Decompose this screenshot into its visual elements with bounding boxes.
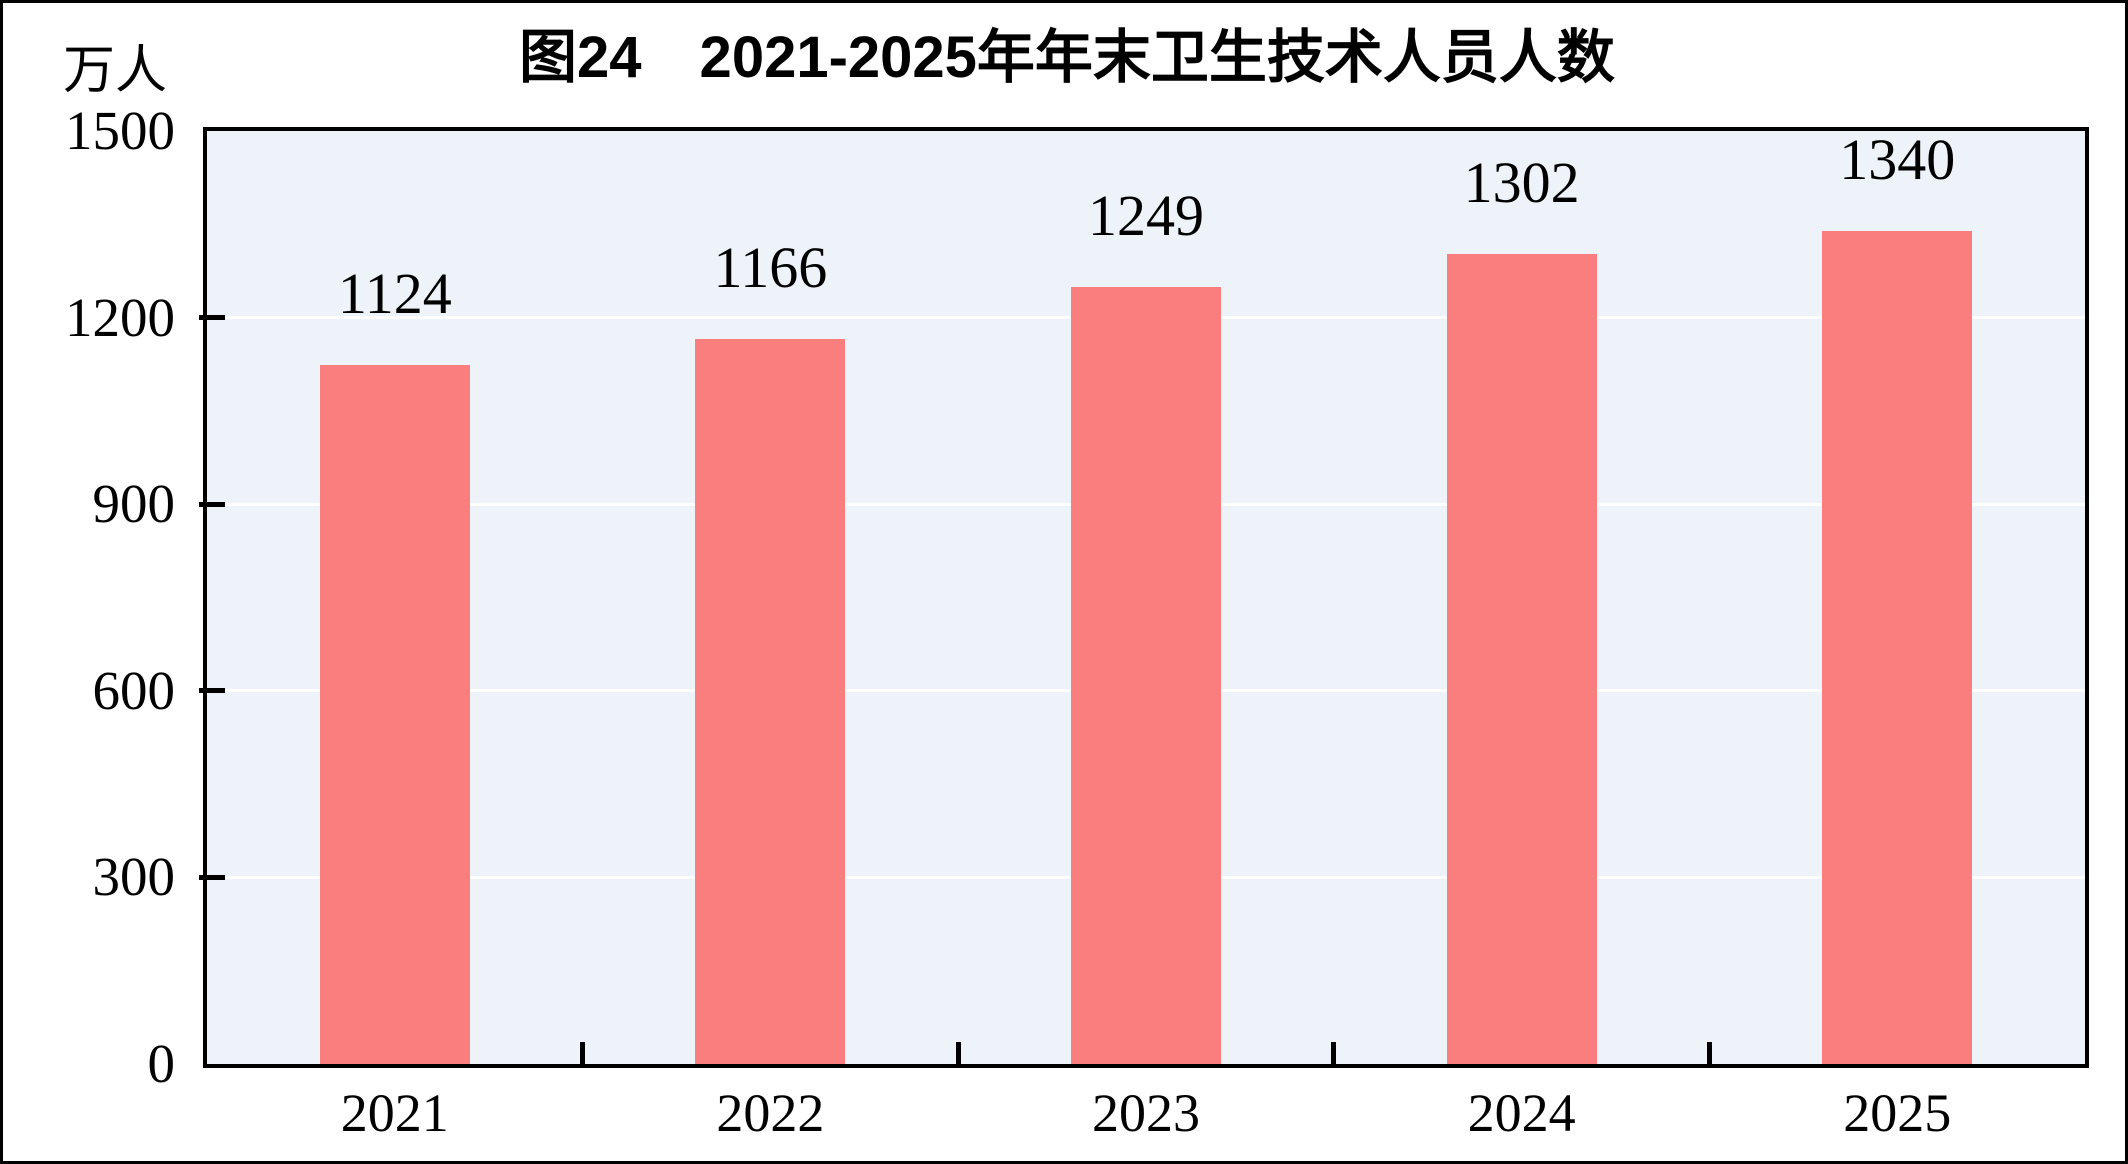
y-tick-label-1200: 1200 bbox=[65, 286, 175, 348]
bar-value-label-2021: 1124 bbox=[337, 260, 452, 326]
bar-2022 bbox=[695, 338, 846, 1064]
bar-value-label-2025: 1340 bbox=[1839, 126, 1956, 192]
y-tick-label-0: 0 bbox=[147, 1033, 176, 1094]
bar-value-label-2022: 1166 bbox=[713, 234, 828, 300]
chart-title: 图24 2021-2025年年末卫生技术人员人数 bbox=[519, 25, 1615, 90]
bar-2021 bbox=[319, 364, 470, 1064]
x-boundary-tick-4 bbox=[1706, 1042, 1712, 1064]
bar-2024 bbox=[1446, 254, 1597, 1064]
x-boundary-tick-2 bbox=[955, 1042, 961, 1064]
x-tick-label-2022: 2022 bbox=[716, 1083, 825, 1143]
x-tick-label-2023: 2023 bbox=[1092, 1083, 1200, 1143]
y-tick-label-1500: 1500 bbox=[65, 100, 175, 161]
bar-2023 bbox=[1071, 287, 1221, 1064]
y-axis-unit-label: 万人 bbox=[63, 43, 168, 100]
x-tick-label-2021: 2021 bbox=[340, 1083, 449, 1143]
bar-2025 bbox=[1822, 230, 1973, 1064]
y-tick-300 bbox=[199, 874, 225, 880]
x-tick-label-2024: 2024 bbox=[1467, 1083, 1576, 1143]
x-tick-label-2025: 2025 bbox=[1843, 1083, 1952, 1143]
x-boundary-tick-1 bbox=[580, 1042, 586, 1064]
plot-area: 1124 1166 1249 1302 1340 bbox=[199, 126, 2089, 1068]
y-tick-label-300: 300 bbox=[92, 846, 176, 908]
x-boundary-tick-3 bbox=[1331, 1042, 1337, 1064]
y-tick-900 bbox=[199, 501, 225, 507]
bar-value-label-2023: 1249 bbox=[1088, 183, 1204, 249]
y-tick-label-900: 900 bbox=[92, 473, 176, 535]
y-tick-1200 bbox=[199, 315, 225, 321]
bar-value-label-2024: 1302 bbox=[1463, 150, 1580, 216]
y-tick-600 bbox=[199, 688, 225, 694]
y-tick-label-600: 600 bbox=[92, 659, 176, 721]
